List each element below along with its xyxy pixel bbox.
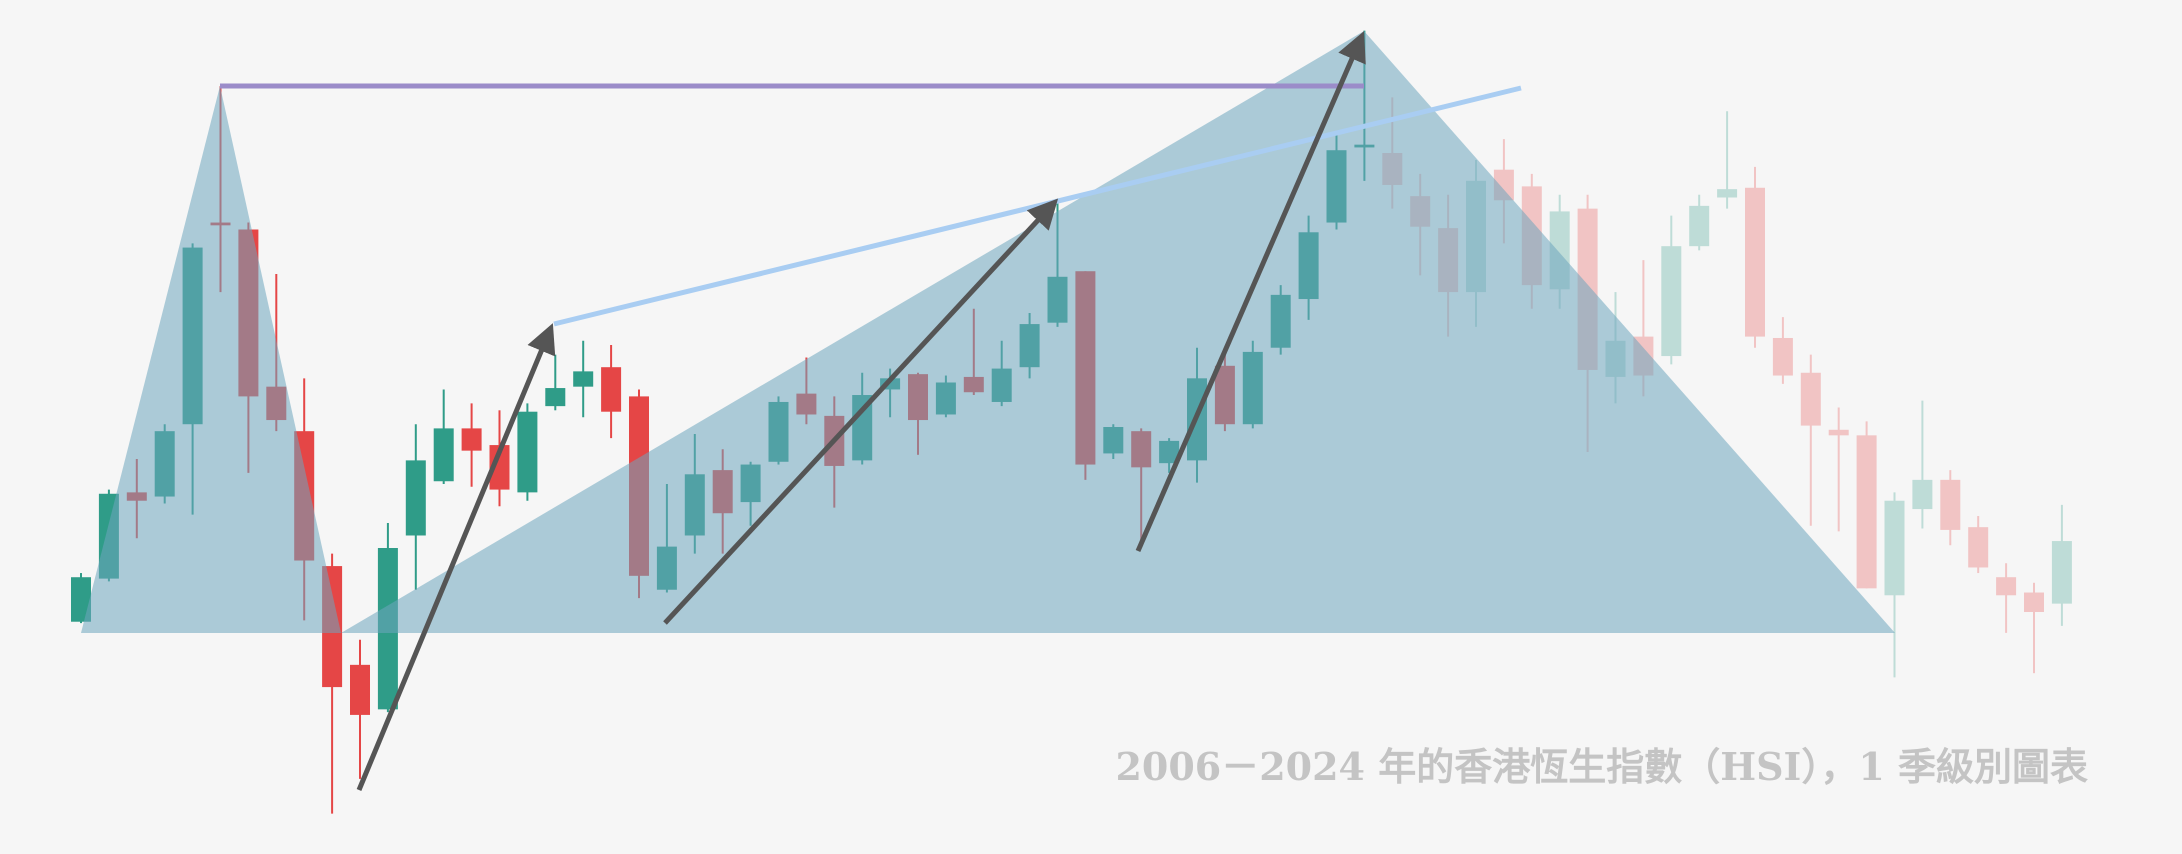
candle (405, 424, 426, 590)
candle-body (573, 371, 594, 387)
candle-body (1689, 205, 1710, 247)
candle (1912, 400, 1933, 529)
candle-body (1772, 337, 1793, 376)
candle-body (1717, 189, 1738, 198)
candle-body (1912, 479, 1933, 510)
candle-body (71, 577, 91, 622)
candle-body (1856, 435, 1877, 589)
candle (517, 403, 538, 501)
candle-body (350, 664, 370, 715)
shaded-triangle (81, 86, 341, 633)
candle (573, 340, 594, 418)
candle (601, 344, 622, 439)
candle-body (2024, 592, 2044, 612)
candle (1856, 421, 1877, 589)
candle (350, 639, 370, 779)
candle-body (433, 428, 454, 482)
shaded-triangle (341, 31, 1895, 633)
candle (1689, 194, 1710, 251)
candle (1884, 492, 1905, 678)
candle (1828, 407, 1849, 532)
candle (433, 389, 454, 485)
candle-body (517, 411, 538, 493)
candle (1800, 354, 1821, 526)
candle-body (1996, 577, 2017, 596)
candle-body (405, 460, 426, 536)
candle-body (1968, 527, 1989, 568)
candle (1968, 516, 1989, 574)
arrow (356, 323, 556, 791)
candle-body (601, 367, 622, 412)
candle (1996, 563, 2017, 633)
candle-body (1884, 500, 1905, 596)
candle (461, 403, 482, 487)
candle (1940, 470, 1961, 546)
candle (1717, 111, 1738, 209)
candle-body (489, 445, 510, 490)
candle-body (1940, 479, 1961, 530)
candle (545, 354, 566, 411)
candle (71, 573, 91, 624)
candle (2024, 582, 2044, 674)
annotations (81, 31, 1895, 791)
candle (489, 410, 510, 507)
candle-body (545, 388, 566, 407)
candle-body (1800, 372, 1821, 426)
candle-body (461, 428, 482, 451)
candle (1772, 317, 1793, 384)
candle-body (1745, 187, 1765, 337)
candle (1661, 215, 1682, 365)
candle (2051, 504, 2072, 626)
candle-body (1661, 246, 1682, 357)
arrow (1135, 31, 1366, 552)
chart-title: 2006－2024 年的香港恆生指數（HSI），1 季級別圖表 (1115, 744, 2088, 789)
candle-body (2051, 541, 2072, 604)
arrow (663, 198, 1059, 625)
candle (1745, 166, 1765, 348)
candle-body (1828, 429, 1849, 436)
